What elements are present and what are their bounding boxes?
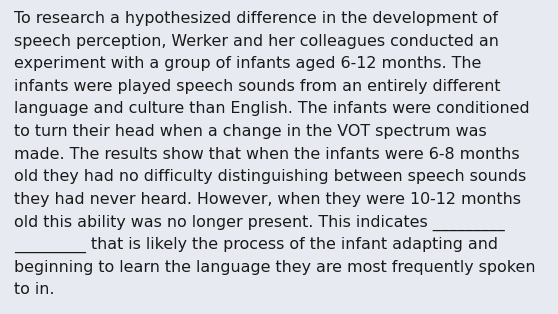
Text: to in.: to in. [14,282,55,297]
Text: beginning to learn the language they are most frequently spoken: beginning to learn the language they are… [14,260,536,275]
Text: made. The results show that when the infants were 6-8 months: made. The results show that when the inf… [14,147,519,162]
Text: _________ that is likely the process of the infant adapting and: _________ that is likely the process of … [14,237,498,253]
Text: infants were played speech sounds from an entirely different: infants were played speech sounds from a… [14,79,501,94]
Text: old they had no difficulty distinguishing between speech sounds: old they had no difficulty distinguishin… [14,169,526,184]
Text: To research a hypothesized difference in the development of: To research a hypothesized difference in… [14,11,498,26]
Text: language and culture than English. The infants were conditioned: language and culture than English. The i… [14,101,530,116]
Text: speech perception, Werker and her colleagues conducted an: speech perception, Werker and her collea… [14,34,499,49]
Text: they had never heard. However, when they were 10-12 months: they had never heard. However, when they… [14,192,521,207]
Text: experiment with a group of infants aged 6-12 months. The: experiment with a group of infants aged … [14,56,482,71]
Text: old this ability was no longer present. This indicates _________: old this ability was no longer present. … [14,214,504,231]
Text: to turn their head when a change in the VOT spectrum was: to turn their head when a change in the … [14,124,487,139]
